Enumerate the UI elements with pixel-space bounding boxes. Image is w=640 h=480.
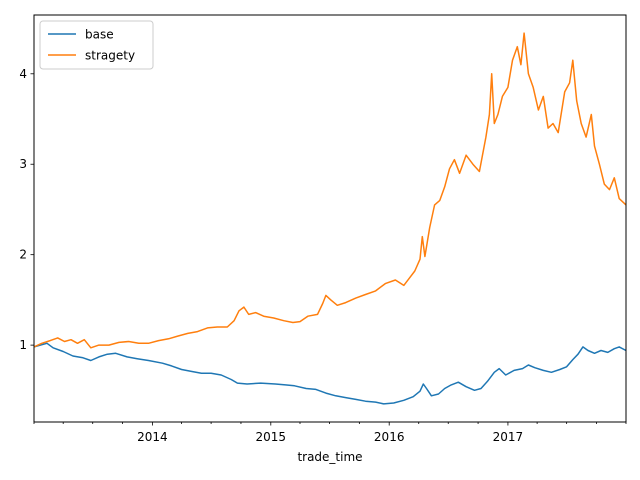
legend-label-base: base — [85, 28, 114, 42]
y-tick-label: 2 — [19, 248, 27, 262]
x-tick-label: 2015 — [256, 430, 287, 444]
y-tick-label: 3 — [19, 157, 27, 171]
legend: base stragety — [39, 20, 154, 70]
series-line-stragety — [33, 32, 627, 349]
legend-label-stragety: stragety — [85, 49, 135, 63]
series-line-base — [33, 342, 627, 405]
y-tick-label: 4 — [19, 67, 27, 81]
plot-lines — [33, 32, 627, 405]
x-tick-label: 2017 — [493, 430, 524, 444]
x-axis-title: trade_time — [297, 450, 362, 464]
plot-frame — [33, 14, 627, 423]
x-axis: 2014 2015 2016 2017 — [33, 422, 627, 444]
legend-box — [39, 20, 154, 70]
x-tick-label: 2016 — [374, 430, 405, 444]
y-tick-label: 1 — [19, 338, 27, 352]
y-axis: 1 2 3 4 — [19, 67, 34, 352]
x-tick-label: 2014 — [137, 430, 168, 444]
